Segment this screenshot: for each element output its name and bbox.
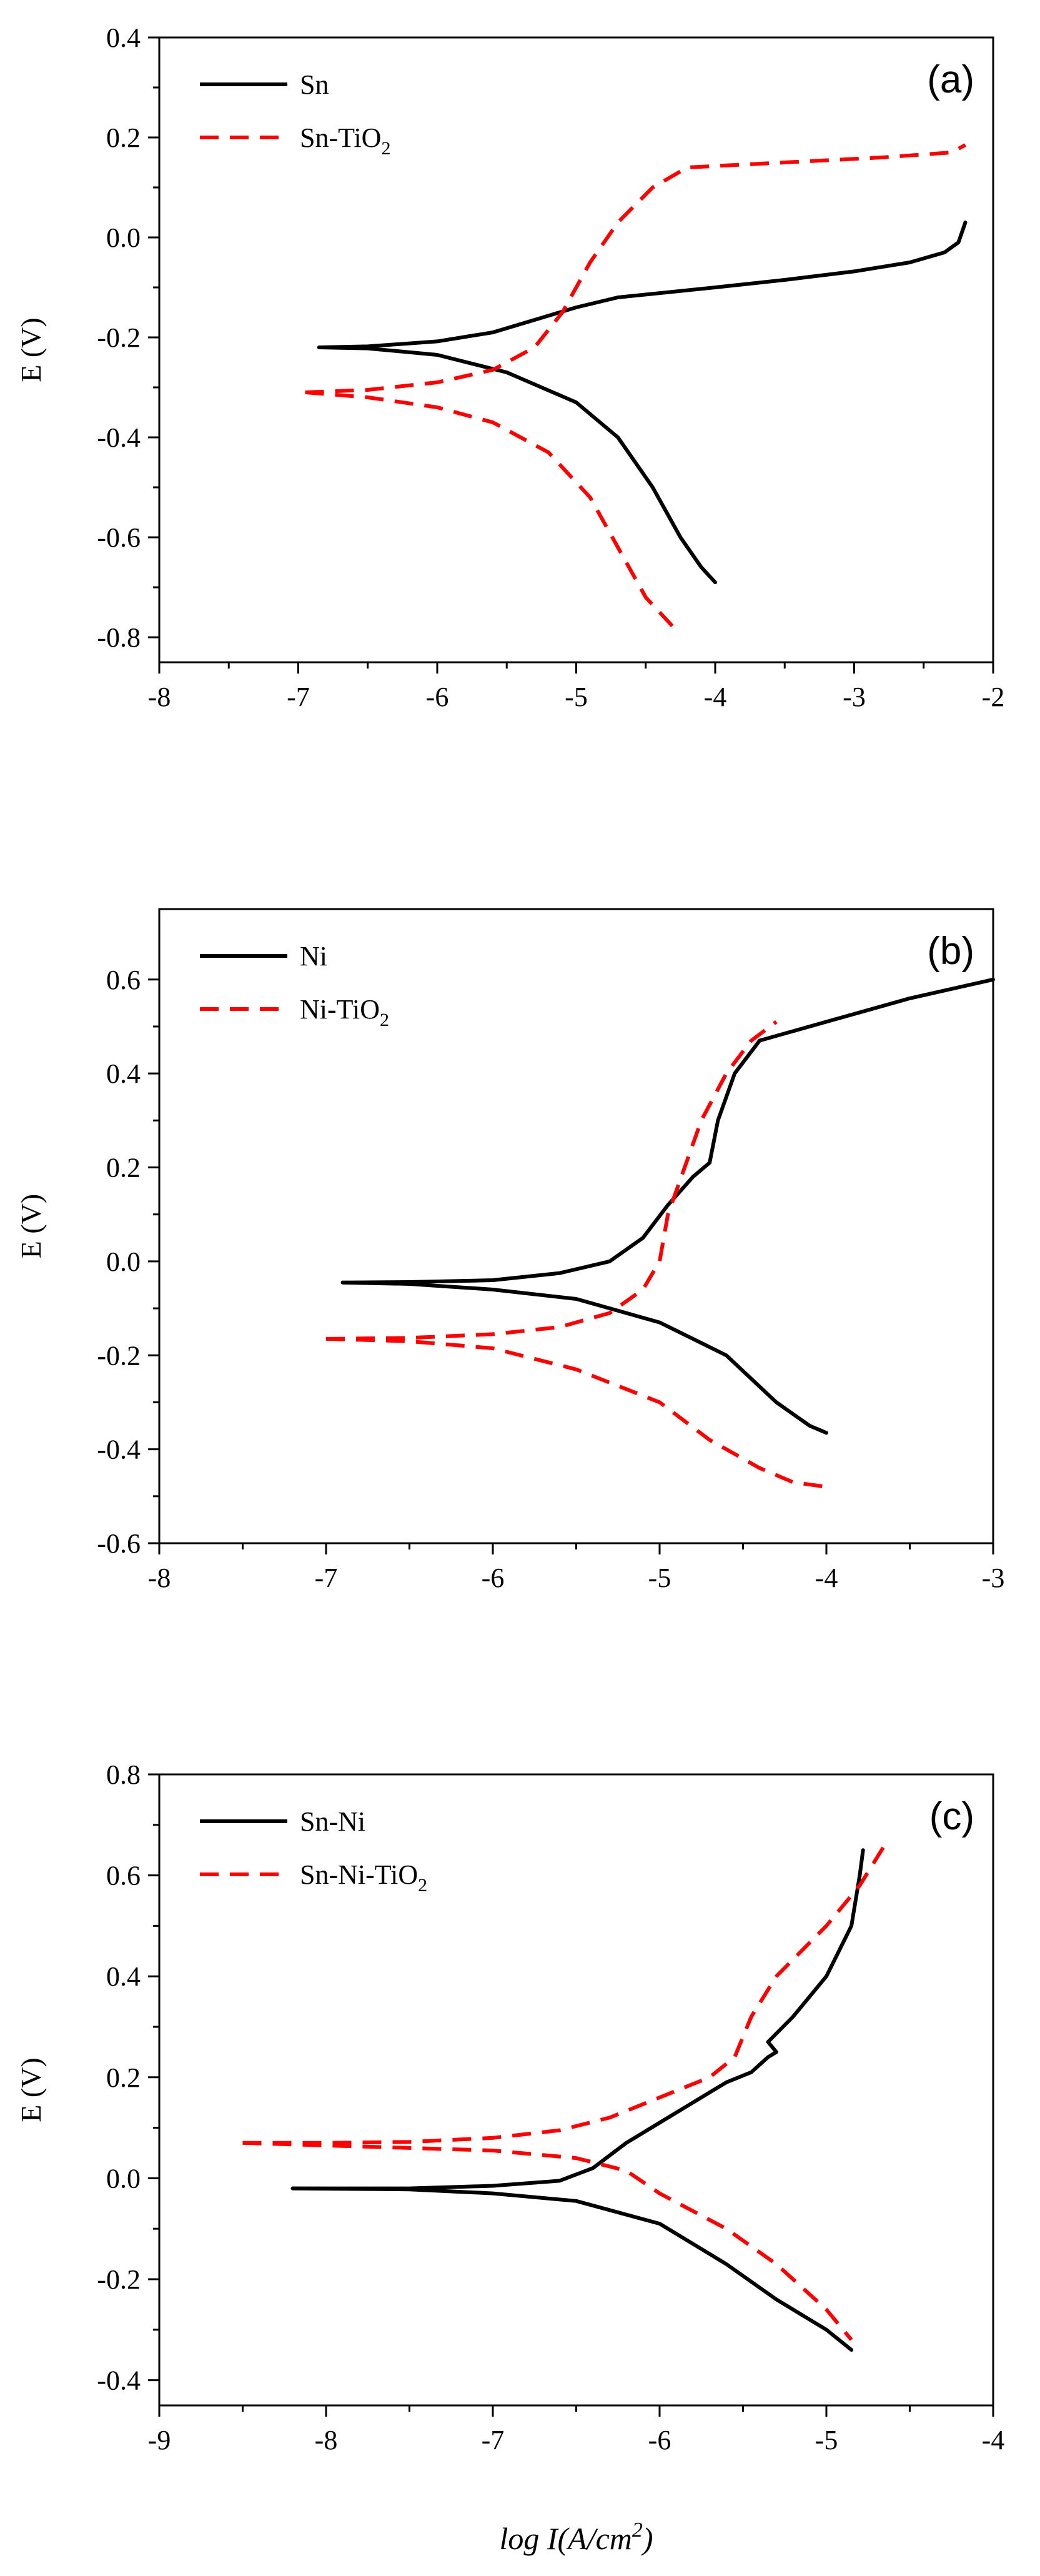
x-axis-label-superscript: 2	[632, 2519, 643, 2542]
panel-label: (a)	[927, 58, 974, 101]
x-tick-label: -7	[482, 2425, 505, 2455]
y-tick-label: -0.2	[97, 1340, 141, 1371]
chart-panel-2: -8 -7 -6 -5 -4 -3 0.6 0.4 0.2 0.0 -0.2 -0.4 -0.6 E (V…	[15, 908, 1005, 1593]
x-tick-label: -4	[704, 682, 727, 712]
chart-panel-1: -8 -7 -6 -5 -4 -3 -2 0.4 0.2 0.0 -0.2 -0.4 -0.6 -0.8 E…	[15, 22, 1004, 712]
series-line-sn-tio2-branch-1	[305, 143, 966, 394]
series-line-ni-branch-2	[340, 1280, 828, 1435]
y-tick-label: 0.0	[106, 1246, 141, 1277]
x-tick-label: -6	[482, 1563, 505, 1593]
legend-label-main: Sn-Ni-TiO	[300, 1859, 418, 1890]
x-tick-label: -8	[148, 1563, 171, 1593]
x-tick-label: -4	[982, 2425, 1005, 2455]
series-line-ni-branch-1	[340, 977, 995, 1285]
y-tick-label: 0.4	[106, 22, 141, 53]
x-tick-label: -7	[287, 682, 310, 712]
y-tick-label: -0.8	[97, 622, 141, 653]
y-tick-label: 0.2	[106, 2062, 141, 2093]
x-tick-label: -2	[982, 682, 1005, 712]
y-tick-label: -0.6	[97, 522, 141, 553]
y-tick-label: -0.6	[97, 1528, 141, 1559]
legend-label-main: Sn-TiO	[300, 122, 381, 153]
x-axis-label-main: log I(A/cm	[499, 2521, 631, 2556]
y-tick-label: 0.8	[106, 1759, 141, 1790]
y-tick-label: 0.2	[106, 1153, 141, 1183]
y-tick-label: 0.0	[106, 222, 141, 253]
x-tick-label: -6	[426, 682, 449, 712]
plot-frame	[158, 908, 994, 1544]
series-line-sn-branch-2	[317, 346, 717, 584]
series-line-sn-ni-branch-1	[290, 1848, 865, 2191]
series-line-sn-ni-tio2-branch-1	[242, 1844, 886, 2145]
y-tick-label: 0.4	[106, 1961, 141, 1992]
chart-panel-3: -9 -8 -7 -6 -5 -4 0.8 0.6 0.4 0.2 0.0 -0.2 -0.4 E (V)…	[15, 1759, 1004, 2556]
y-tick-label: -0.4	[97, 422, 141, 453]
y-tick-label: 0.6	[106, 1861, 141, 1891]
x-axis-label-close: )	[641, 2521, 653, 2556]
legend-label: Ni-TiO2	[300, 994, 389, 1030]
plot-frame	[158, 1773, 994, 2407]
y-tick-label: 0.2	[106, 122, 141, 153]
y-tick-label: -0.4	[97, 1435, 141, 1465]
x-tick-label: -7	[315, 1563, 338, 1593]
x-tick-label: -5	[648, 1563, 671, 1593]
y-tick-label: -0.2	[97, 322, 141, 353]
plot-frame	[158, 36, 994, 664]
x-tick-label: -6	[648, 2425, 671, 2455]
y-axis-label: E (V)	[15, 317, 47, 382]
x-tick-label: -8	[148, 682, 171, 712]
x-axis-label: log I(A/cm2)	[499, 2519, 653, 2556]
series-line-sn-branch-1	[317, 221, 968, 349]
legend-label-subscript: 2	[380, 1010, 389, 1030]
series-line-ni-tio2-branch-2	[325, 1336, 827, 1489]
y-axis-label: E (V)	[15, 1194, 47, 1258]
x-tick-label: -5	[815, 2425, 838, 2455]
x-tick-label: -3	[843, 682, 866, 712]
series-line-ni-tio2-branch-1	[325, 1020, 778, 1341]
y-axis-label: E (V)	[15, 2057, 47, 2122]
x-tick-label: -3	[982, 1563, 1005, 1593]
series-line-sn-ni-branch-2	[290, 2186, 854, 2352]
series-line-sn-ni-tio2-branch-2	[242, 2141, 853, 2341]
x-tick-label: -5	[565, 682, 588, 712]
legend-label-main: Ni-TiO	[300, 994, 380, 1025]
series-line-sn-tio2-branch-2	[305, 390, 675, 629]
legend-label-main: Ni	[300, 941, 327, 972]
x-tick-label: -8	[315, 2425, 338, 2455]
y-tick-label: 0.4	[106, 1058, 141, 1089]
x-tick-label: -4	[815, 1563, 838, 1593]
y-tick-label: 0.6	[106, 965, 141, 995]
legend-label-main: Sn-Ni	[300, 1806, 365, 1837]
y-tick-label: -0.2	[97, 2264, 141, 2295]
panel-label: (b)	[927, 930, 974, 973]
y-tick-label: -0.4	[97, 2365, 141, 2396]
legend-label-subscript: 2	[381, 138, 390, 159]
legend-label: Sn-Ni-TiO2	[300, 1859, 427, 1896]
panel-label: (c)	[929, 1795, 974, 1838]
legend-label-subscript: 2	[418, 1875, 427, 1896]
x-tick-label: -9	[148, 2425, 171, 2455]
legend-label: Sn-TiO2	[300, 122, 390, 159]
legend-label: Ni	[300, 941, 327, 972]
legend-label: Sn	[300, 69, 329, 100]
legend-label-main: Sn	[300, 69, 329, 100]
y-tick-label: 0.0	[106, 2163, 141, 2194]
legend-label: Sn-Ni	[300, 1806, 365, 1837]
